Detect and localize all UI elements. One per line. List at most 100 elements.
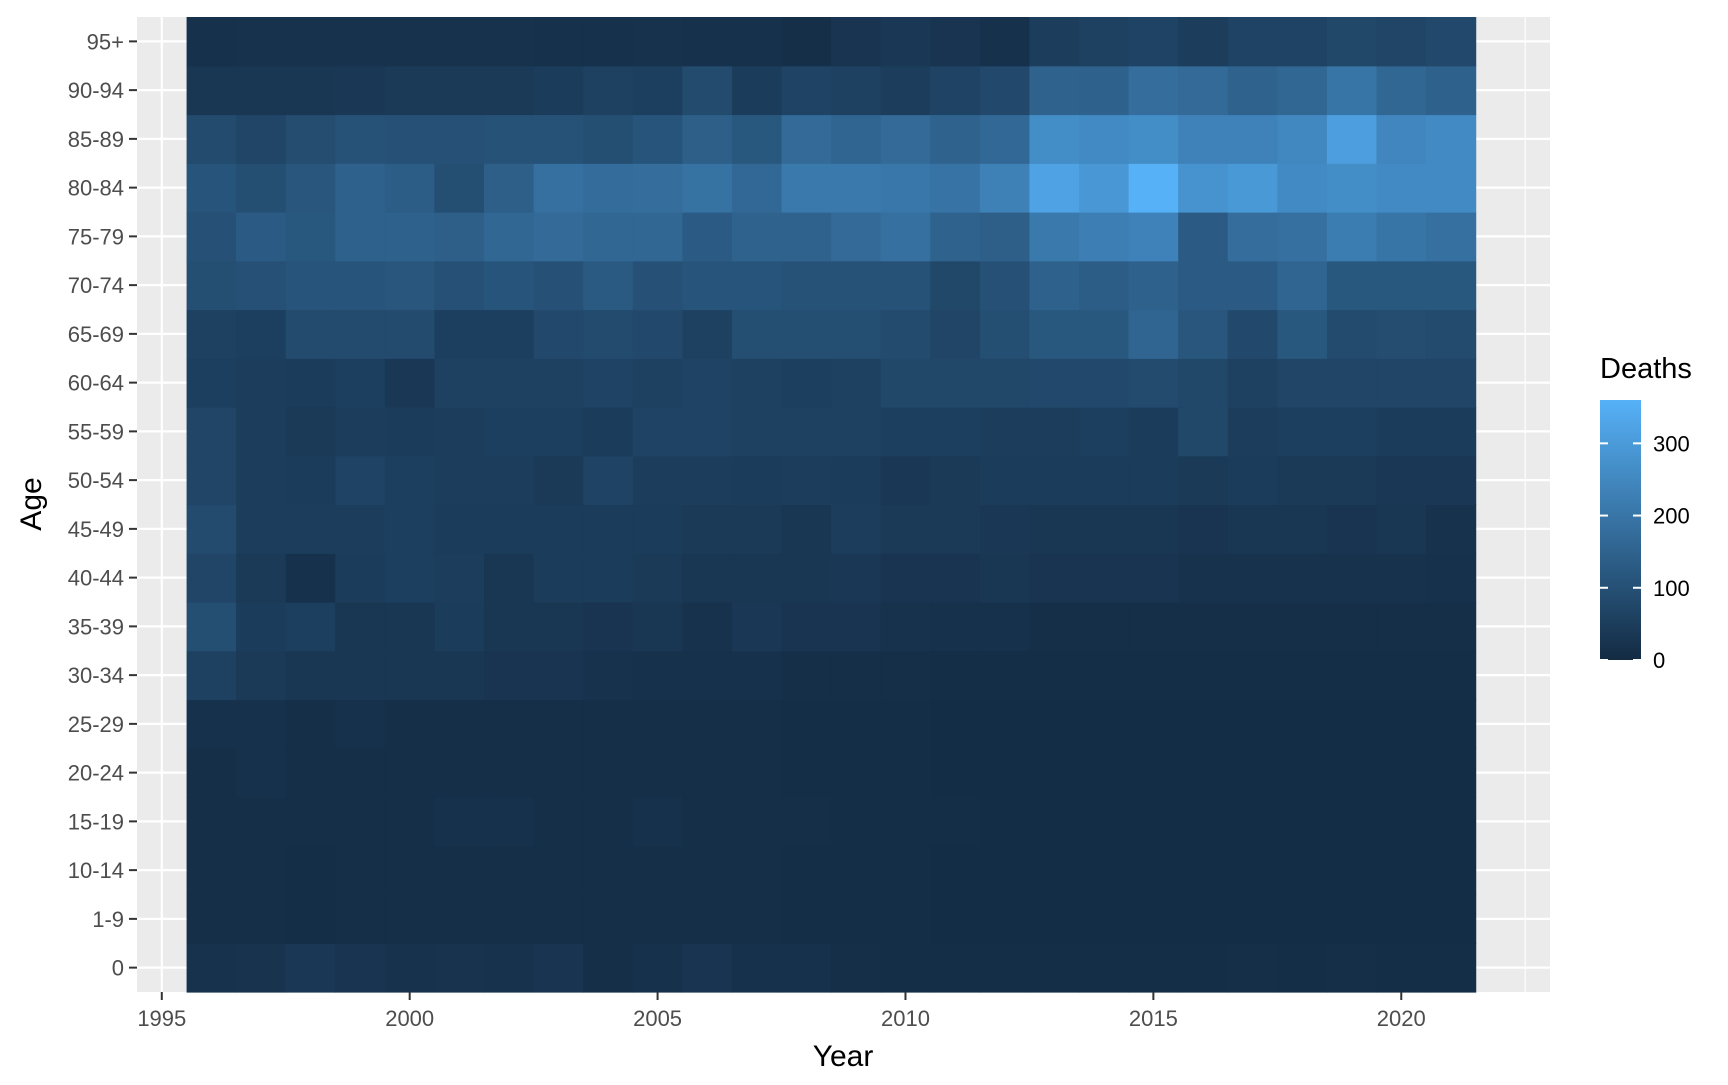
- heatmap-cell: [236, 407, 287, 457]
- heatmap-cell: [434, 748, 485, 798]
- heatmap-cell: [1426, 163, 1477, 213]
- heatmap-cell: [236, 699, 287, 749]
- heatmap-cell: [186, 602, 237, 652]
- heatmap-cell: [1178, 650, 1229, 701]
- heatmap-cell: [831, 797, 882, 847]
- heatmap-cell: [384, 845, 436, 896]
- y-tick-label: 75-79: [68, 224, 124, 249]
- heatmap-cell: [1426, 699, 1477, 749]
- heatmap-cell: [583, 602, 634, 652]
- heatmap-cell: [1029, 212, 1080, 262]
- heatmap-cell: [434, 504, 485, 554]
- heatmap-cell: [384, 455, 436, 506]
- heatmap-cell: [682, 455, 733, 506]
- heatmap-cell: [236, 309, 287, 359]
- heatmap-cell: [236, 163, 287, 213]
- heatmap-cell: [285, 504, 336, 554]
- heatmap-cell: [1277, 602, 1328, 652]
- heatmap-cell: [583, 407, 634, 457]
- heatmap-cell: [1227, 943, 1278, 993]
- heatmap-cell: [236, 602, 287, 652]
- heatmap-cell: [1277, 455, 1328, 506]
- heatmap-cell: [384, 17, 436, 67]
- heatmap-cell: [632, 358, 683, 408]
- heatmap-cell: [930, 504, 981, 554]
- heatmap-cell: [831, 748, 882, 798]
- heatmap-cell: [1326, 407, 1378, 457]
- heatmap-cell: [781, 845, 832, 896]
- heatmap-cell: [533, 748, 584, 798]
- heatmap-cell: [880, 309, 931, 359]
- heatmap-cell: [1079, 260, 1130, 311]
- heatmap-cell: [979, 114, 1031, 164]
- heatmap-cell: [930, 65, 981, 116]
- heatmap-cell: [335, 260, 386, 311]
- heatmap-cell: [434, 358, 485, 408]
- legend-tick-label: 300: [1653, 431, 1690, 456]
- heatmap-cell: [533, 455, 584, 506]
- heatmap-cell: [186, 699, 237, 749]
- heatmap-cell: [1029, 163, 1080, 213]
- y-tick-label: 90-94: [68, 78, 124, 103]
- heatmap-cell: [1128, 553, 1179, 603]
- heatmap-cell: [880, 748, 931, 798]
- heatmap-cell: [484, 845, 535, 896]
- heatmap-cell: [484, 553, 535, 603]
- heatmap-cell: [632, 553, 683, 603]
- heatmap-cell: [831, 602, 882, 652]
- heatmap-cell: [583, 797, 634, 847]
- heatmap-cell: [1029, 65, 1080, 116]
- heatmap-cell: [384, 260, 436, 311]
- heatmap-cell: [186, 309, 237, 359]
- heatmap-cell: [979, 602, 1031, 652]
- legend-tick-label: 200: [1653, 504, 1690, 529]
- heatmap-cell: [236, 455, 287, 506]
- heatmap-cell: [632, 65, 683, 116]
- heatmap-cell: [1029, 748, 1080, 798]
- heatmap-cell: [781, 309, 832, 359]
- heatmap-cell: [384, 407, 436, 457]
- heatmap-cell: [632, 943, 683, 993]
- heatmap-cell: [781, 650, 832, 701]
- heatmap-cell: [434, 260, 485, 311]
- heatmap-cell: [979, 894, 1031, 944]
- heatmap-cell: [236, 212, 287, 262]
- heatmap-cell: [335, 358, 386, 408]
- heatmap-cell: [384, 309, 436, 359]
- heatmap-cell: [583, 114, 634, 164]
- heatmap-cell: [434, 894, 485, 944]
- heatmap-cell: [1277, 212, 1328, 262]
- heatmap-cell: [1128, 358, 1179, 408]
- heatmap-cell: [880, 260, 931, 311]
- heatmap-cell: [731, 65, 783, 116]
- heatmap-cell: [880, 943, 931, 993]
- heatmap-cell: [384, 894, 436, 944]
- heatmap-cell: [236, 260, 287, 311]
- heatmap-cell: [285, 602, 336, 652]
- heatmap-cell: [781, 894, 832, 944]
- heatmap-cell: [1426, 650, 1477, 701]
- heatmap-cell: [384, 504, 436, 554]
- heatmap-cell: [831, 114, 882, 164]
- heatmap-cell: [484, 17, 535, 67]
- heatmap-cell: [682, 114, 733, 164]
- legend-tick-label: 100: [1653, 576, 1690, 601]
- heatmap-cell: [533, 650, 584, 701]
- heatmap-cell: [979, 797, 1031, 847]
- heatmap-cell: [533, 212, 584, 262]
- heatmap-cell: [1128, 17, 1179, 67]
- heatmap-cell: [781, 163, 832, 213]
- heatmap-cell: [781, 407, 832, 457]
- heatmap-cell: [731, 845, 783, 896]
- heatmap-cell: [1227, 358, 1278, 408]
- heatmap-cell: [880, 358, 931, 408]
- heatmap-cell: [632, 260, 683, 311]
- heatmap-cell: [1227, 602, 1278, 652]
- heatmap-cell: [1178, 455, 1229, 506]
- heatmap-cell: [1426, 114, 1477, 164]
- heatmap-cell: [731, 407, 783, 457]
- heatmap-cell: [1376, 260, 1427, 311]
- heatmap-cell: [1277, 309, 1328, 359]
- heatmap-cell: [930, 650, 981, 701]
